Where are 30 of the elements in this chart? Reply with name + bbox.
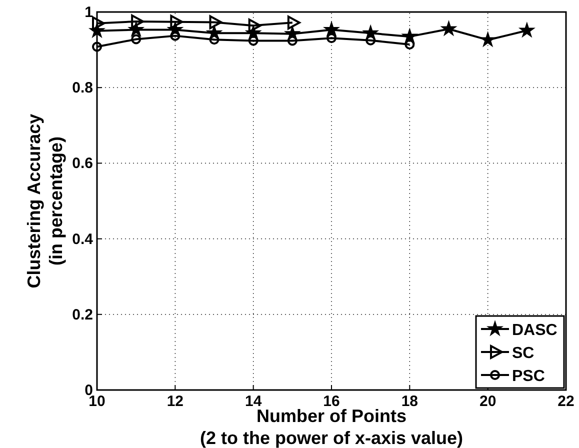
point <box>322 20 340 38</box>
point <box>92 16 105 30</box>
point <box>479 31 496 48</box>
x-tick-label: 22 <box>558 393 574 410</box>
y-tick-label: 0.4 <box>72 230 94 248</box>
point <box>248 36 258 46</box>
point <box>131 14 144 28</box>
point <box>404 40 415 50</box>
point <box>287 16 300 30</box>
point <box>209 34 220 45</box>
point <box>170 30 180 41</box>
point <box>326 33 336 44</box>
x-tick-label: 20 <box>479 393 496 410</box>
legend-label: PSC <box>512 368 546 385</box>
y-tick-label: 1 <box>84 4 93 21</box>
point <box>366 35 376 46</box>
point <box>287 36 298 46</box>
legend-label: DASC <box>512 322 558 339</box>
y-tick-label: 0.2 <box>72 306 93 324</box>
point <box>518 22 536 38</box>
y-tick-label: 0.6 <box>72 155 93 172</box>
point <box>92 42 102 52</box>
y-tick-label: 0.8 <box>72 80 93 97</box>
point <box>131 34 142 44</box>
point <box>209 15 222 30</box>
x-tick-label: 12 <box>166 393 184 410</box>
point <box>440 20 458 36</box>
y-axis-title: Clustering Accuracy (in percentage) <box>24 114 66 288</box>
point <box>170 14 184 29</box>
legend-label: SC <box>512 345 535 362</box>
